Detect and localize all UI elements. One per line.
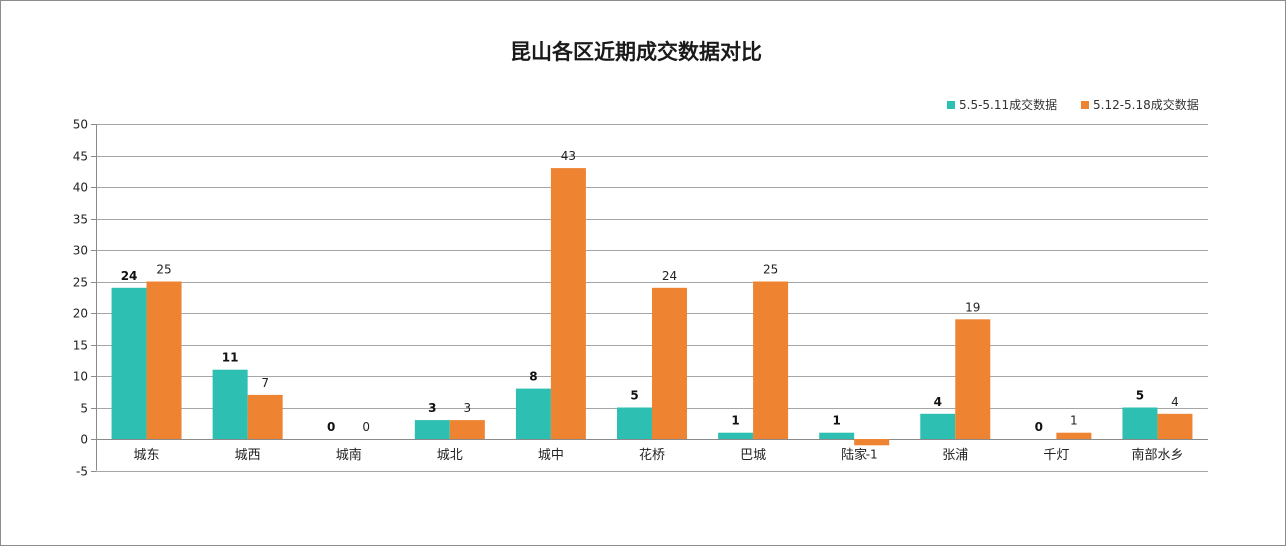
y-axis: -5 0 5 10 15 20 25 30 35 40 45 50 [73, 118, 97, 479]
bar-s1-6 [718, 432, 754, 439]
y-tick-label: 0 [80, 433, 88, 447]
x-category-label: 张浦 [942, 448, 968, 463]
bar-s2-1 [247, 394, 283, 439]
data-label-s1-7: 1 [833, 414, 841, 428]
data-label-s2-0: 25 [156, 263, 171, 277]
x-category-label: 千灯 [1043, 448, 1069, 463]
data-label-s1-9: 0 [1035, 420, 1043, 434]
bar-s2-6 [753, 281, 789, 439]
bar-s2-3 [449, 420, 485, 439]
legend-label-2: 5.12-5.18成交数据 [1093, 97, 1199, 112]
x-category-label: 巴城 [740, 448, 766, 463]
data-label-s1-0: 24 [121, 269, 138, 283]
bar-s1-4 [515, 388, 551, 439]
data-label-s1-4: 8 [529, 370, 537, 384]
data-label-s2-1: 7 [261, 376, 269, 390]
x-category-label: 城东 [134, 448, 160, 463]
data-label-s1-10: 5 [1136, 389, 1144, 403]
legend: 5.5-5.11成交数据 5.12-5.18成交数据 [947, 97, 1199, 112]
bar-s2-10 [1157, 413, 1193, 439]
bar-s1-3 [414, 420, 450, 439]
bar-s1-1 [212, 369, 248, 439]
data-label-s2-9: 1 [1070, 414, 1078, 428]
data-label-s2-10: 4 [1171, 395, 1179, 409]
bar-s2-8 [955, 319, 991, 439]
y-tick-label: 25 [73, 276, 88, 290]
data-label-s2-8: 19 [965, 300, 980, 314]
x-axis: 城东 城西 城南 城北 城中 花桥 巴城 陆家 张浦 千灯 南部水乡 [134, 447, 1184, 463]
x-category-label: 城西 [235, 448, 261, 463]
y-tick-label: 30 [73, 244, 88, 258]
bar-s2-5 [652, 287, 687, 439]
chart-title: 昆山各区近期成交数据对比 [510, 40, 762, 64]
data-label-s1-5: 5 [630, 389, 638, 403]
data-label-s2-7: -1 [866, 447, 878, 461]
data-label-s1-3: 3 [428, 401, 436, 415]
y-tick-label: 35 [73, 213, 88, 227]
bar-s1-8 [920, 413, 956, 439]
bar-s2-4 [550, 168, 586, 439]
bar-s2-7 [854, 439, 890, 446]
bar-s2-0 [146, 281, 182, 439]
x-category-label: 陆家 [841, 447, 867, 463]
x-category-label: 城中 [538, 448, 564, 463]
y-tick-label: 20 [73, 307, 88, 321]
x-category-label: 南部水乡 [1131, 447, 1183, 463]
data-label-s2-6: 25 [763, 263, 778, 277]
data-label-s1-1: 11 [222, 351, 239, 365]
y-tick-label: 40 [73, 181, 88, 195]
bar-s1-5 [617, 407, 652, 439]
data-label-s2-2: 0 [362, 420, 370, 434]
data-labels: 24 25 11 7 0 0 3 3 8 43 5 24 1 25 1 -1 4 19 0 1 5 4 [121, 149, 1179, 461]
y-tick-label: 5 [80, 402, 88, 416]
y-tick-label: 45 [73, 150, 88, 164]
bar-s2-9 [1056, 432, 1092, 439]
x-category-label: 城北 [437, 448, 463, 463]
data-label-s1-2: 0 [327, 420, 335, 434]
x-category-label: 城南 [336, 447, 362, 463]
y-tick-label: 10 [73, 370, 88, 384]
legend-swatch-1 [947, 101, 955, 109]
bar-s1-0 [111, 287, 147, 439]
y-tick-label: 15 [73, 339, 88, 353]
data-label-s2-3: 3 [463, 401, 471, 415]
legend-label-1: 5.5-5.11成交数据 [959, 97, 1057, 112]
data-label-s1-8: 4 [934, 395, 942, 409]
bar-s1-7 [819, 432, 855, 439]
data-label-s2-5: 24 [662, 269, 677, 283]
data-label-s1-6: 1 [731, 414, 739, 428]
y-tick-label: 50 [73, 118, 88, 132]
y-tick-label: -5 [76, 465, 88, 479]
bars [111, 168, 1193, 446]
legend-swatch-2 [1081, 101, 1089, 109]
data-label-s2-4: 43 [561, 149, 576, 163]
x-category-label: 花桥 [639, 447, 665, 463]
bar-s1-10 [1122, 407, 1158, 439]
